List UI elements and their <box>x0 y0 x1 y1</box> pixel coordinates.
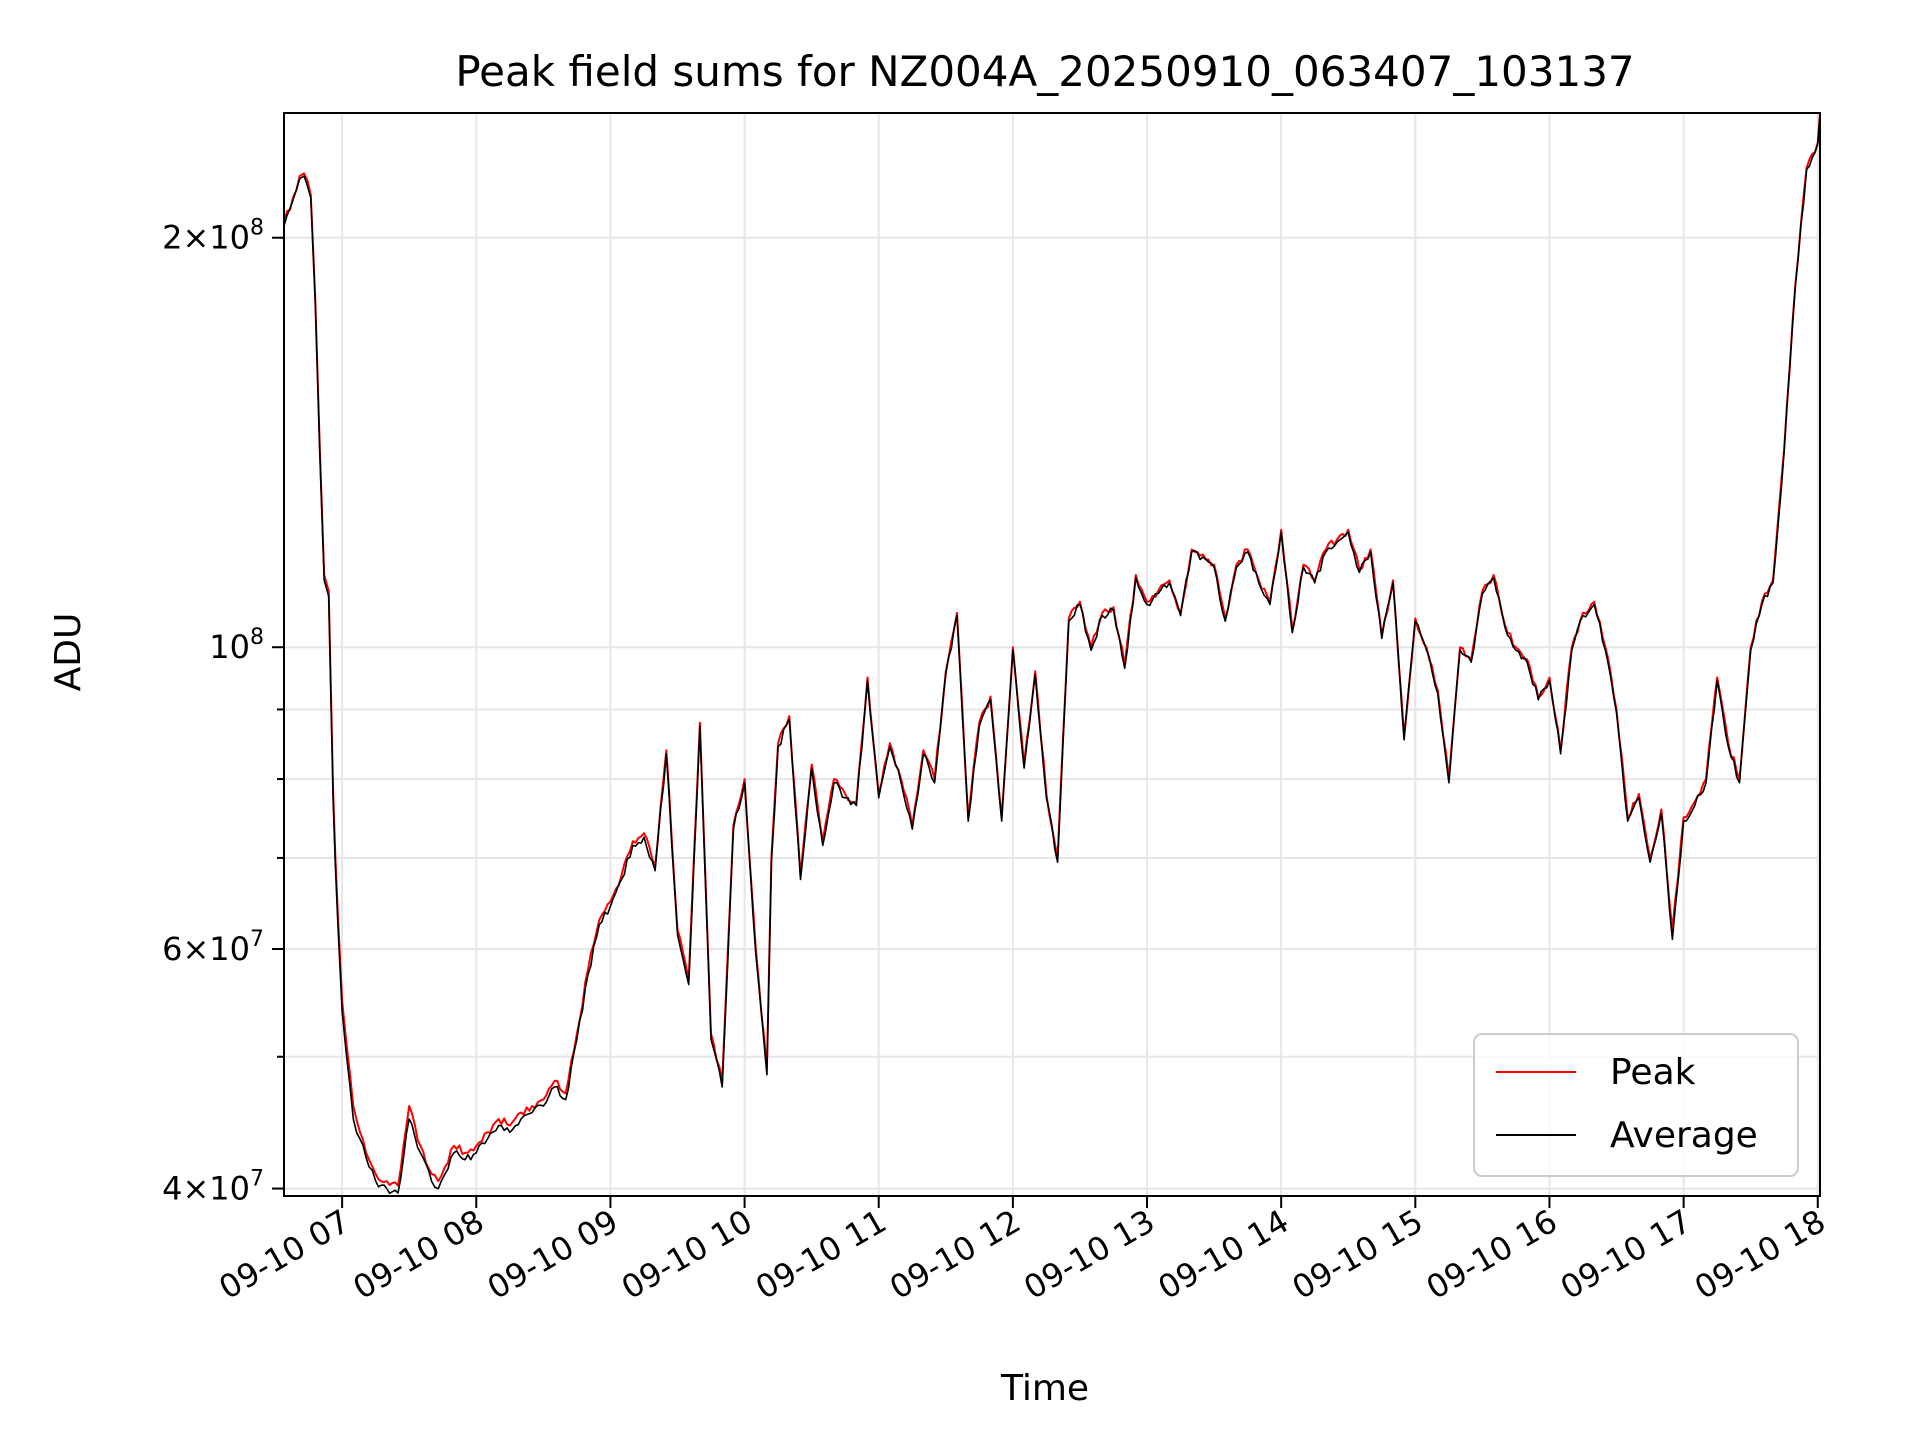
series-line-average <box>283 114 1821 1195</box>
plot-area-frame <box>283 112 1821 1197</box>
y-axis: 4×107 6×107 108 2×108 <box>162 216 284 1208</box>
y-tick-label: 6×107 <box>162 927 264 968</box>
legend-label: Peak <box>1610 1052 1696 1093</box>
series-layer <box>283 112 1821 1195</box>
y-axis-title: ADU <box>48 613 89 692</box>
legend: Peak Average <box>1473 1033 1799 1177</box>
legend-box <box>1473 1033 1799 1177</box>
x-axis-title: Time <box>1000 1368 1089 1409</box>
grid <box>284 113 1820 1196</box>
y-tick-label: 108 <box>209 625 264 666</box>
y-tick-label: 2×108 <box>162 216 264 257</box>
y-tick-label: 4×107 <box>162 1167 264 1208</box>
legend-label: Average <box>1610 1115 1758 1156</box>
chart-title: Peak field sums for NZ004A_20250910_0634… <box>455 47 1634 96</box>
